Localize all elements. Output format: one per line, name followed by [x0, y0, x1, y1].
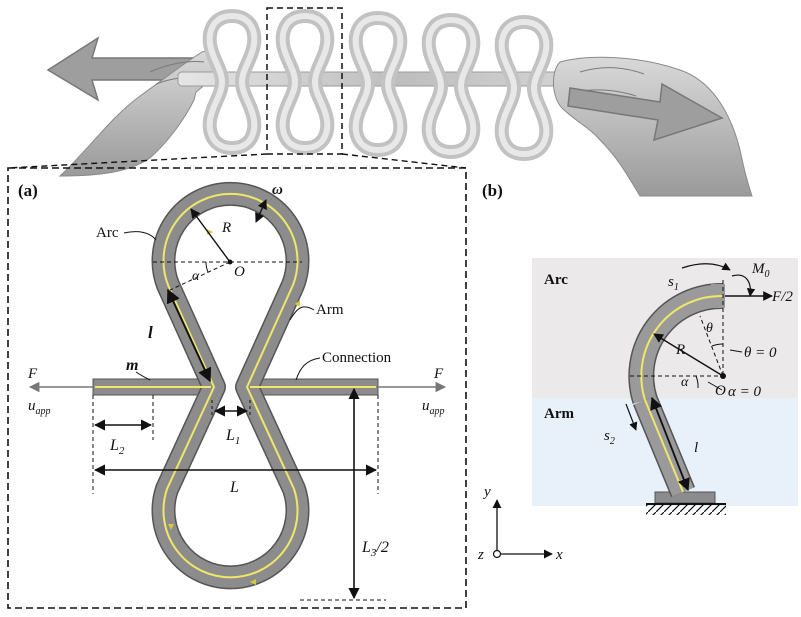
l1-label: L1	[225, 427, 240, 447]
s1-arrow	[681, 262, 731, 271]
l2-label: L2	[109, 437, 125, 457]
alpha-arc	[205, 261, 209, 273]
center-label: O	[234, 264, 245, 280]
m-leader	[135, 371, 151, 381]
z-axis-label: z	[477, 547, 484, 563]
arm-length-arrow	[166, 288, 212, 383]
alpha-label: α	[192, 269, 200, 284]
figure-eight-unit	[421, 12, 481, 160]
panel-a: (a) Arc Arm Connection R O	[7, 167, 467, 609]
figure-eight-unit	[202, 8, 262, 156]
omega-label: ω	[272, 182, 283, 198]
moment-arrow	[731, 274, 756, 297]
force-label: F/2	[771, 289, 793, 305]
connection-leader	[295, 357, 321, 381]
theta-dashed-line	[699, 315, 724, 377]
center-label: O	[715, 383, 726, 399]
coordinate-axes: y z x	[477, 484, 563, 563]
zoom-line-left	[7, 153, 268, 169]
arm-label: Arm	[316, 302, 344, 318]
beam-centerline	[162, 192, 299, 579]
radius-arrow	[653, 333, 724, 377]
photo-illustration	[46, 7, 753, 197]
theta0-leader	[729, 349, 743, 353]
connection-width-label: m	[126, 357, 138, 374]
radius-arrow	[190, 208, 231, 263]
radius-label: R	[221, 220, 231, 236]
alpha-zero-label: α = 0	[728, 384, 761, 400]
ground-base	[654, 491, 716, 504]
panel-a-frame	[7, 167, 467, 609]
thickness-arrow	[255, 199, 267, 223]
figure-eight-unit	[348, 10, 408, 158]
alpha-label: α	[681, 375, 689, 390]
arm-region-label: Arm	[544, 406, 574, 422]
arm-length-arrow	[650, 396, 690, 492]
panel-b-label: (b)	[482, 181, 503, 200]
alpha-arc	[695, 375, 699, 389]
s2-arrow	[625, 403, 638, 431]
arc-leader	[123, 231, 157, 241]
connection-label: Connection	[322, 350, 392, 366]
theta-arc	[711, 343, 724, 347]
right-pull-arrow	[567, 82, 724, 142]
panel-a-label: (a)	[18, 181, 38, 200]
alpha0-leader	[707, 381, 723, 391]
x-axis-label: x	[555, 547, 563, 563]
z-axis-dot	[492, 549, 502, 559]
y-axis-label: y	[482, 484, 491, 500]
zoom-line-right	[341, 153, 467, 169]
theta-zero-label: θ = 0	[744, 345, 777, 361]
alpha-dashed-line	[169, 261, 231, 291]
centerline-arrow	[294, 300, 301, 307]
l3-label: L3/2	[361, 539, 389, 559]
radius-label: R	[675, 342, 685, 358]
arm-leader	[289, 306, 315, 321]
left-force-label: F	[27, 366, 38, 382]
panel-b: (b) Arc Arm s1 M0 F/2	[482, 181, 798, 515]
ground-hatch	[646, 505, 726, 515]
s2-label: s2	[604, 428, 615, 447]
figure-eight-unit	[275, 8, 335, 156]
centerline-arrow	[168, 524, 174, 530]
right-hand	[553, 56, 753, 197]
arc-centerline	[640, 294, 724, 401]
left-displacement-label: uapp	[28, 398, 51, 417]
figure-eight-unit	[494, 14, 554, 162]
right-force-label: F	[433, 366, 444, 382]
arm-length-label: l	[148, 323, 153, 342]
s1-label: s1	[668, 274, 679, 293]
theta-label: θ	[706, 321, 713, 336]
arc-label: Arc	[96, 225, 119, 241]
moment-label: M0	[751, 261, 770, 280]
l-label: L	[229, 479, 239, 496]
right-displacement-label: uapp	[422, 398, 445, 417]
centerline-arrow	[250, 579, 256, 585]
arm-length-label: l	[694, 440, 698, 456]
arc-region-label: Arc	[544, 272, 568, 288]
